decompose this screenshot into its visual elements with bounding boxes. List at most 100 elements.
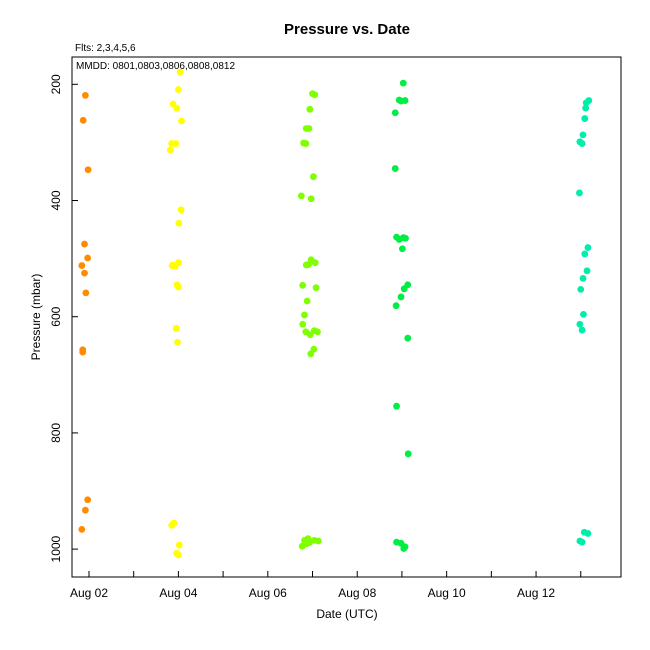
y-tick-label: 600 (49, 306, 63, 326)
x-tick-label: Aug 10 (428, 586, 466, 600)
data-point (392, 302, 400, 310)
data-point (305, 125, 313, 132)
data-point (82, 289, 90, 297)
data-point (84, 496, 92, 504)
data-point (314, 537, 322, 545)
data-point (303, 297, 311, 305)
data-point (301, 311, 308, 319)
data-point (172, 140, 180, 147)
data-point (401, 97, 409, 104)
data-point (582, 104, 590, 112)
x-tick-label: Aug 08 (338, 586, 376, 600)
data-point (81, 240, 88, 248)
data-point (175, 551, 182, 559)
data-point (314, 328, 321, 336)
chart-title: Pressure vs. Date (284, 21, 410, 38)
data-point (312, 284, 320, 292)
data-point (393, 402, 400, 410)
data-point (576, 189, 583, 197)
y-tick-label: 1000 (49, 535, 63, 562)
data-point (307, 350, 315, 358)
data-point (175, 283, 182, 291)
data-point (175, 541, 183, 549)
data-point (578, 326, 586, 334)
data-point (311, 91, 319, 99)
data-point (84, 166, 92, 174)
data-point (582, 99, 590, 107)
data-point (305, 261, 312, 268)
data-point (579, 131, 587, 139)
data-point (82, 91, 89, 99)
data-point (175, 259, 182, 267)
data-point (299, 281, 307, 289)
data-point (581, 250, 589, 258)
data-point (299, 320, 307, 328)
data-point (82, 506, 89, 514)
data-point (391, 109, 399, 117)
data-point (310, 173, 317, 181)
data-point (397, 293, 405, 301)
series-2 (166, 68, 185, 559)
data-point (404, 450, 412, 458)
scatter-points (78, 68, 593, 559)
x-tick-label: Aug 06 (249, 586, 287, 600)
series-3 (297, 90, 322, 550)
y-tick-label: 400 (49, 190, 63, 210)
data-point (175, 219, 183, 227)
data-point (168, 521, 176, 529)
data-point (166, 146, 174, 154)
data-point (579, 274, 587, 282)
data-point (306, 105, 314, 113)
data-point (576, 320, 584, 328)
data-point (177, 206, 185, 214)
data-point (298, 542, 306, 550)
data-point (78, 262, 86, 269)
data-point (178, 117, 185, 125)
y-tick-label: 800 (49, 423, 63, 443)
data-point (311, 259, 319, 267)
data-point (79, 348, 87, 356)
y-axis-label: Pressure (mbar) (29, 274, 43, 361)
y-axis: 200 400 600 800 1000 (49, 74, 78, 562)
data-point (84, 254, 92, 262)
data-point (399, 79, 407, 87)
series-4 (391, 79, 412, 552)
data-point (78, 525, 86, 533)
x-tick-label: Aug 12 (517, 586, 555, 600)
data-point (168, 262, 176, 269)
series-1 (78, 91, 92, 533)
data-point (581, 115, 589, 122)
data-point (404, 334, 412, 342)
data-point (583, 267, 591, 275)
data-point (302, 140, 310, 147)
data-point (395, 236, 403, 243)
y-tick-label: 200 (49, 74, 63, 94)
data-point (172, 324, 180, 332)
data-point (307, 195, 315, 203)
data-point (306, 331, 314, 339)
data-point (79, 116, 87, 124)
data-point (584, 530, 592, 537)
data-point (297, 192, 305, 200)
x-axis: Aug 02 Aug 04 Aug 06 Aug 08 Aug 10 Aug 12 (70, 571, 582, 600)
data-point (398, 245, 406, 253)
data-point (173, 104, 181, 112)
data-point (174, 338, 181, 346)
data-point (580, 310, 587, 318)
dates-note: MMDD: 0801,0803,0806,0808,0812 (76, 61, 235, 72)
data-point (391, 165, 399, 172)
data-point (578, 538, 586, 546)
data-point (402, 234, 409, 242)
data-point (175, 86, 182, 93)
data-point (578, 140, 586, 147)
x-tick-label: Aug 02 (70, 586, 108, 600)
data-point (176, 68, 184, 76)
data-point (81, 269, 88, 277)
x-axis-label: Date (UTC) (316, 607, 377, 621)
flights-note: Flts: 2,3,4,5,6 (75, 43, 136, 54)
data-point (584, 244, 592, 251)
series-5 (576, 97, 593, 546)
x-tick-label: Aug 04 (159, 586, 197, 600)
